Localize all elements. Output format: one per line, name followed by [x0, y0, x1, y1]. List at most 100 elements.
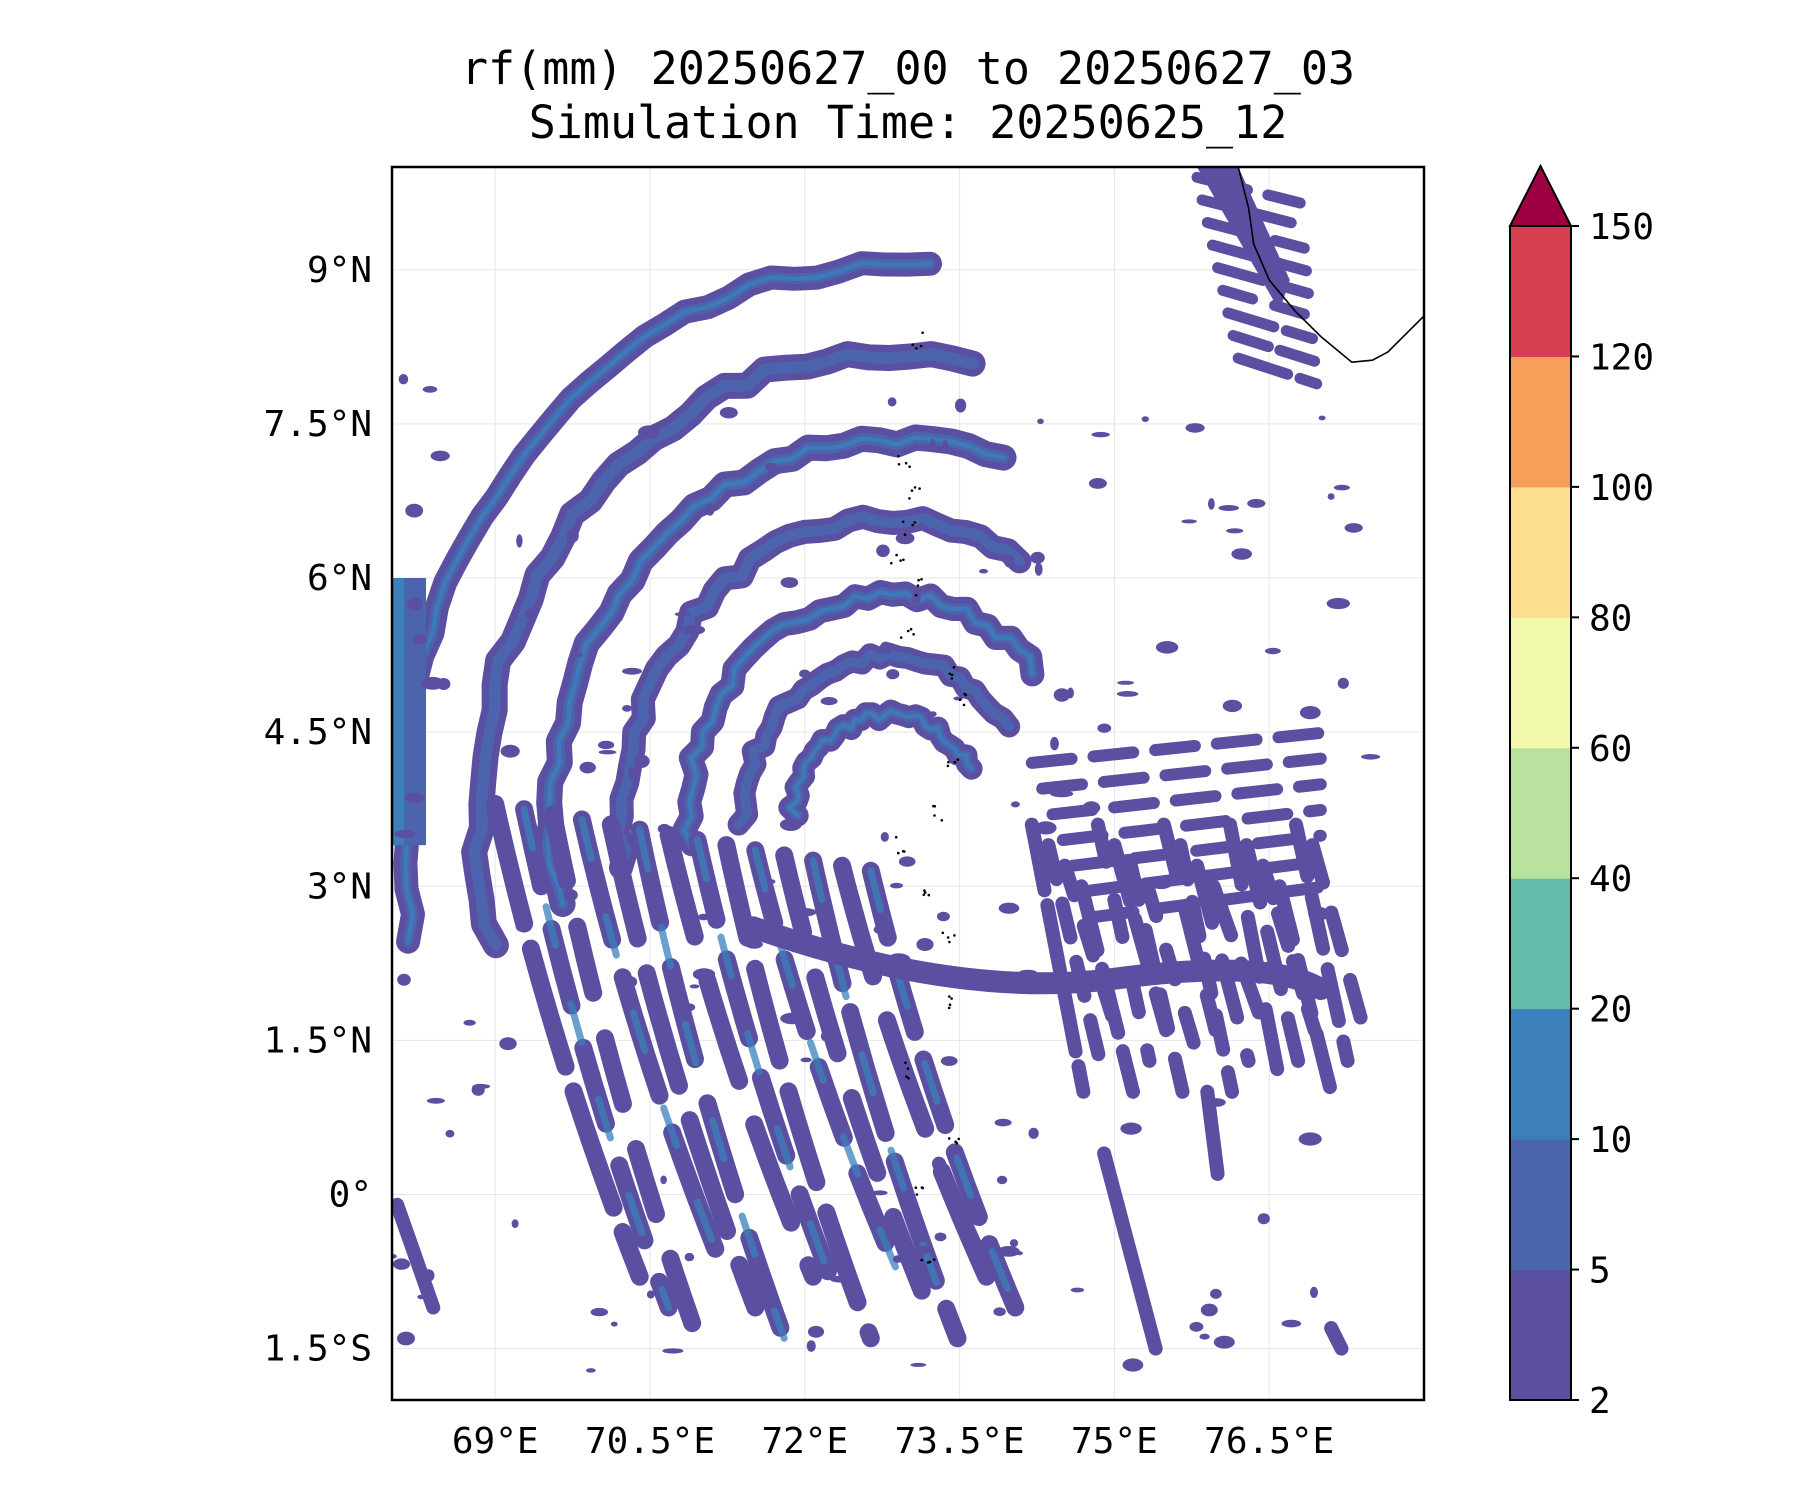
y-tick-label: 3°N — [307, 866, 372, 907]
rain-cell — [764, 927, 776, 933]
rain-cell — [1197, 971, 1217, 980]
atoll — [950, 673, 954, 677]
atoll — [913, 486, 917, 489]
y-tick-label: 4.5°N — [264, 712, 372, 753]
rain-cell — [1050, 736, 1059, 751]
rain-cell — [657, 823, 671, 834]
rain-cell — [563, 889, 578, 901]
atoll — [904, 1061, 907, 1065]
atoll — [901, 520, 905, 524]
rain-cell — [1199, 1333, 1210, 1340]
rain-cell — [705, 503, 715, 516]
colorbar-segment — [1510, 486, 1571, 618]
rain-cell — [1226, 528, 1244, 534]
y-tick-label: 7.5°N — [264, 404, 372, 445]
rain-cell — [1327, 493, 1335, 500]
atoll — [952, 666, 956, 669]
rain-cell — [886, 669, 900, 680]
rain-cell — [979, 568, 988, 574]
rain-cell — [993, 1307, 1006, 1317]
rain-streak — [717, 836, 880, 1348]
rain-cell — [955, 398, 967, 413]
rain-cell — [566, 528, 579, 543]
atoll — [908, 497, 911, 500]
atoll — [902, 558, 905, 562]
atoll — [964, 693, 968, 697]
rain-cell — [1298, 1132, 1322, 1146]
atoll — [921, 331, 924, 335]
rain-cell — [1009, 1239, 1019, 1248]
rain-cell — [800, 1057, 812, 1063]
rain-cell — [1017, 983, 1030, 992]
rain-coastal — [1222, 307, 1318, 345]
atoll — [899, 636, 903, 639]
atoll — [946, 936, 950, 939]
rain-cell — [1299, 706, 1321, 720]
atoll — [907, 1076, 910, 1080]
rain-cell — [622, 705, 632, 712]
atoll — [923, 891, 927, 894]
rain-cell — [397, 973, 411, 986]
rain-edge-core — [392, 578, 404, 846]
rain-cell — [638, 425, 660, 440]
rain-cell — [745, 939, 763, 949]
rain-cell — [1326, 597, 1351, 610]
colorbar-tick-label: 60 — [1589, 729, 1632, 770]
rain-cell — [1030, 551, 1045, 564]
rain-cell — [586, 1368, 596, 1373]
rain-cell — [1097, 723, 1112, 733]
rain-cell-line — [1239, 838, 1306, 1068]
rain-cell — [1019, 969, 1037, 975]
rain-cell — [398, 374, 409, 385]
atoll — [911, 343, 914, 347]
rain-cell — [829, 1275, 852, 1283]
colorbar-tick-label: 40 — [1589, 859, 1632, 900]
rain-cell — [1035, 821, 1057, 835]
rain-cell — [733, 1261, 743, 1268]
atoll — [916, 584, 920, 587]
rain-cell — [940, 1056, 958, 1066]
rain-cell — [709, 1173, 716, 1179]
rain-cell — [499, 1037, 517, 1051]
colorbar-tick-label: 80 — [1589, 598, 1632, 639]
y-tick-label: 0° — [329, 1175, 372, 1216]
rain-cell — [1361, 754, 1381, 760]
atoll — [895, 553, 898, 557]
rain-cell — [1344, 523, 1363, 533]
rain-cell — [683, 1003, 696, 1012]
rain-cell — [646, 1290, 655, 1299]
map-subtitle: Simulation Time: 20250625_12 — [528, 96, 1288, 149]
rain-cell — [412, 634, 428, 645]
rain-cell — [997, 1246, 1020, 1257]
colorbar-segment — [1510, 1008, 1571, 1140]
atoll — [950, 677, 954, 680]
rain-cell — [426, 1097, 445, 1104]
rain-cell — [910, 1362, 927, 1367]
atoll — [926, 1261, 930, 1264]
atoll — [897, 463, 901, 466]
rain-streak — [544, 805, 707, 1348]
colorbar: 2 5 10 20 40 60 80 100 120 150 — [1508, 163, 1654, 1422]
rain-cell — [1222, 699, 1243, 713]
rain-cell — [767, 879, 776, 884]
rain-cell — [574, 652, 583, 658]
atoll — [905, 1075, 908, 1078]
rain-cell — [404, 792, 426, 804]
atoll — [917, 578, 920, 582]
rain-cell — [880, 832, 889, 842]
rain-cell — [1117, 680, 1135, 685]
rain-cell — [1150, 878, 1173, 890]
rain-cell — [895, 532, 915, 545]
rain-cell — [392, 1258, 411, 1270]
rain-belt — [742, 916, 1332, 1000]
atoll — [906, 629, 910, 633]
atoll — [903, 533, 907, 536]
rain-coastal — [1206, 239, 1312, 277]
atoll — [955, 1141, 959, 1145]
rain-cell-line — [1056, 804, 1327, 846]
rain-band-peak — [786, 708, 974, 818]
rain-cell — [1200, 1303, 1218, 1317]
rain-cell — [1210, 1288, 1222, 1299]
rain-cell-line — [1206, 879, 1273, 1038]
rain-cell — [1185, 423, 1205, 433]
